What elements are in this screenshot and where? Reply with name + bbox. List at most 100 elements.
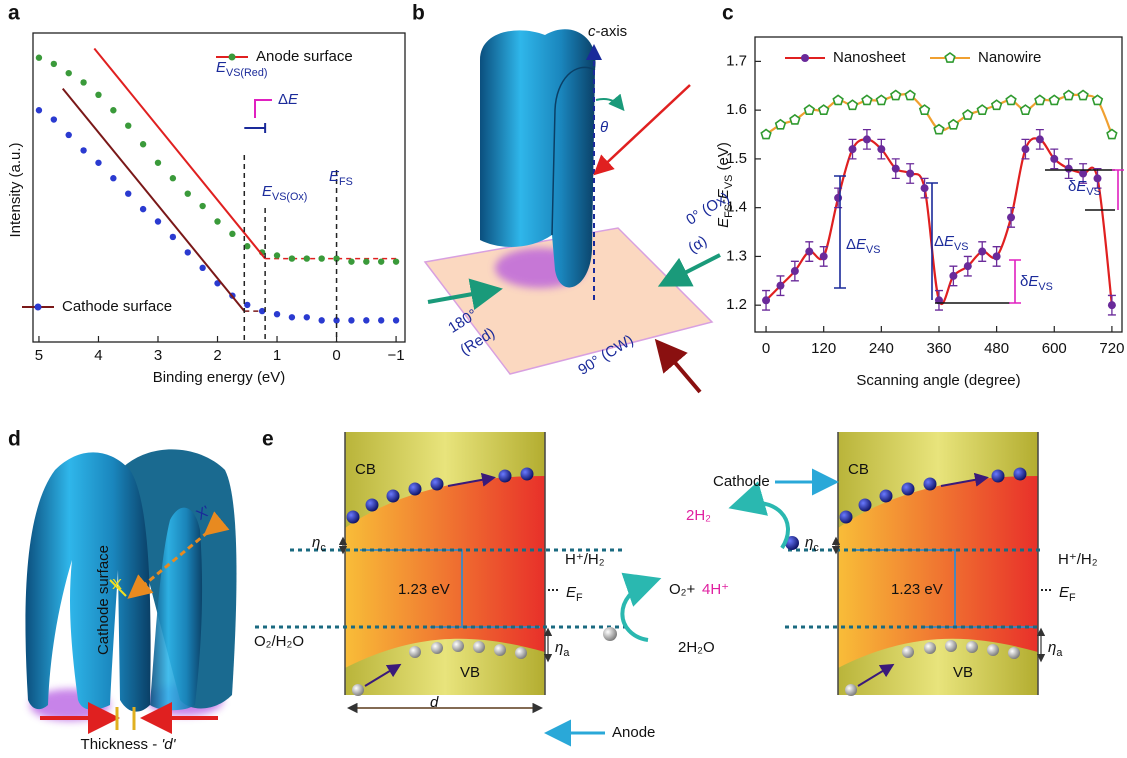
diagram-label: d [430, 694, 439, 711]
x-tick-label: 240 [869, 340, 894, 357]
diagram-label: O₂+ [669, 581, 695, 598]
diagram-label: CB [355, 461, 376, 478]
data-point [289, 255, 295, 261]
data-point [304, 314, 310, 320]
diagram-label: Anode [612, 724, 655, 741]
diagram-label: H⁺/H₂ [1058, 551, 1098, 568]
fit-line [94, 48, 265, 258]
data-point [905, 91, 915, 100]
data-point [155, 218, 161, 224]
diagram-label: Cathode [713, 473, 770, 490]
diagram-label: ηc [312, 534, 326, 554]
text-part: F [1069, 592, 1076, 604]
data-point [185, 190, 191, 196]
text-part: a [563, 647, 569, 659]
diagram-label: Cathode surface [95, 545, 112, 655]
diagram-label: θ [600, 119, 608, 136]
data-point [66, 132, 72, 138]
data-point [1050, 95, 1060, 104]
data-point [891, 91, 901, 100]
diagram-label: ηc [805, 534, 819, 554]
text-part: η [555, 639, 563, 656]
reaction-arrow [740, 503, 788, 548]
data-point [819, 105, 829, 114]
data-point [776, 282, 784, 290]
data-point [949, 120, 959, 129]
diagram-label: ηa [555, 639, 569, 659]
x-tick-label: 120 [811, 340, 836, 357]
data-point [949, 272, 957, 280]
data-point [36, 55, 42, 61]
diagram-label: VB [953, 664, 973, 681]
data-point [155, 160, 161, 166]
x-tick-label: 4 [94, 347, 102, 364]
data-point [125, 190, 131, 196]
y-tick-label: 1.2 [726, 296, 747, 313]
data-point [978, 248, 986, 256]
data-point [1035, 95, 1045, 104]
text-part: VS(Red) [226, 67, 267, 79]
x-tick-label: 0 [762, 340, 770, 357]
text-part: (eV) [715, 142, 732, 175]
data-point [1107, 130, 1117, 139]
y-axis-label: Intensity (a.u.) [7, 142, 24, 237]
x-tick-label: 480 [984, 340, 1009, 357]
data-point [776, 120, 786, 129]
data-point [274, 311, 280, 317]
data-point [378, 258, 384, 264]
annotation-bracket [834, 176, 846, 288]
text-part: Δ [934, 233, 944, 250]
y-tick-label: 1.7 [726, 52, 747, 69]
data-point [125, 123, 131, 129]
data-point [862, 95, 872, 104]
x-tick-label: 5 [35, 347, 43, 364]
text-part: F [576, 592, 583, 604]
x-tick-label: 600 [1042, 340, 1067, 357]
diagram-d [25, 449, 236, 730]
data-point [95, 92, 101, 98]
text-part: η [312, 534, 320, 551]
legend-label: Cathode surface [62, 298, 172, 315]
data-point [1065, 165, 1073, 173]
data-point [393, 258, 399, 264]
x-tick-label: 720 [1099, 340, 1124, 357]
data-point [805, 248, 813, 256]
data-point [963, 110, 973, 119]
figure: abcde543210−1Binding energy (eV)Intensit… [0, 0, 1127, 758]
cw-arrow [660, 345, 700, 392]
diagram-label: (α) [685, 232, 710, 256]
data-point [289, 314, 295, 320]
data-point [393, 317, 399, 323]
reaction-arrow [622, 582, 650, 640]
diagram-label: X [112, 576, 122, 593]
diagram-label: 4H⁺ [702, 581, 729, 598]
data-point [993, 252, 1001, 260]
legend-label: Nanosheet [833, 49, 906, 66]
diagram-label: 1.23 eV [398, 581, 450, 598]
data-point [1108, 301, 1116, 309]
text-part: c [813, 542, 819, 554]
text-part: FS [339, 176, 353, 188]
legend-marker [229, 54, 236, 61]
data-point [1021, 105, 1031, 114]
data-point [140, 141, 146, 147]
x-axis-label: Binding energy (eV) [153, 369, 286, 386]
data-point [214, 218, 220, 224]
data-point [892, 165, 900, 173]
marker-label: EFS [329, 168, 353, 188]
x-tick-label: 3 [154, 347, 162, 364]
text-part: VS [954, 241, 968, 253]
data-point [80, 79, 86, 85]
data-point [110, 175, 116, 181]
data-point [906, 170, 914, 178]
text-part: VS [1086, 186, 1100, 198]
legend-marker [35, 304, 42, 311]
data-point [363, 258, 369, 264]
data-point [791, 267, 799, 275]
nanosheet [25, 452, 150, 711]
diagram-label: CB [848, 461, 869, 478]
diagram-label: 2H₂O [678, 639, 715, 656]
data-point [348, 317, 354, 323]
text-part: 'd' [161, 736, 176, 753]
data-point [992, 100, 1002, 109]
